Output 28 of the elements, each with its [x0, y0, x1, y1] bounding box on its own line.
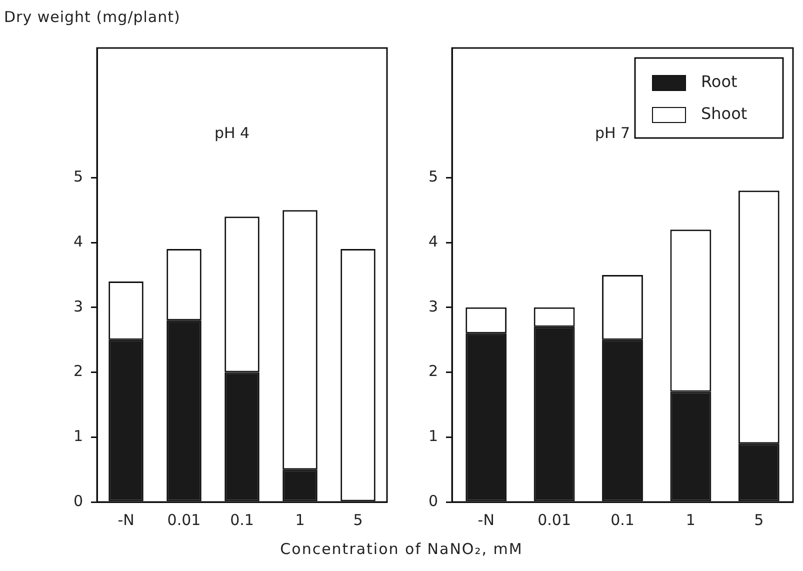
- y-tick-label: 1: [73, 427, 83, 446]
- annotation: pH 4: [214, 124, 250, 142]
- y-tick-label: 3: [428, 297, 438, 316]
- y-tick-label: 2: [73, 362, 83, 380]
- y-axis-title: Dry weight (mg/plant): [4, 8, 180, 26]
- x-tick-label: 0.01: [167, 510, 201, 529]
- y-tick-label: 2: [428, 362, 438, 380]
- x-axis-title: Concentration of NaNO₂, mM: [279, 540, 524, 558]
- y-tick-label: 3: [73, 297, 83, 316]
- x-tick-label: -N: [118, 510, 134, 529]
- x-tick-label: 0.1: [610, 510, 634, 529]
- x-tick-label: 1: [295, 510, 305, 529]
- y-tick-label: 1: [428, 427, 438, 446]
- x-tick-label: 0.01: [538, 510, 572, 529]
- y-tick-label: 5: [428, 168, 438, 186]
- x-tick-label: 5: [754, 510, 764, 529]
- annotation: pH 7: [594, 124, 630, 142]
- y-tick-label: 5: [73, 168, 83, 186]
- x-tick-label: 5: [353, 510, 363, 529]
- legend-label: Root: [701, 72, 738, 92]
- y-tick-label: 0: [428, 492, 438, 510]
- y-tick-label: 4: [73, 232, 83, 250]
- x-tick-label: 0.1: [230, 510, 254, 529]
- x-tick-label: -N: [478, 510, 494, 529]
- y-tick-label: 4: [428, 232, 438, 250]
- x-tick-label: 1: [686, 510, 696, 529]
- legend-label: Shoot: [701, 104, 748, 124]
- y-tick-label: 0: [73, 492, 83, 510]
